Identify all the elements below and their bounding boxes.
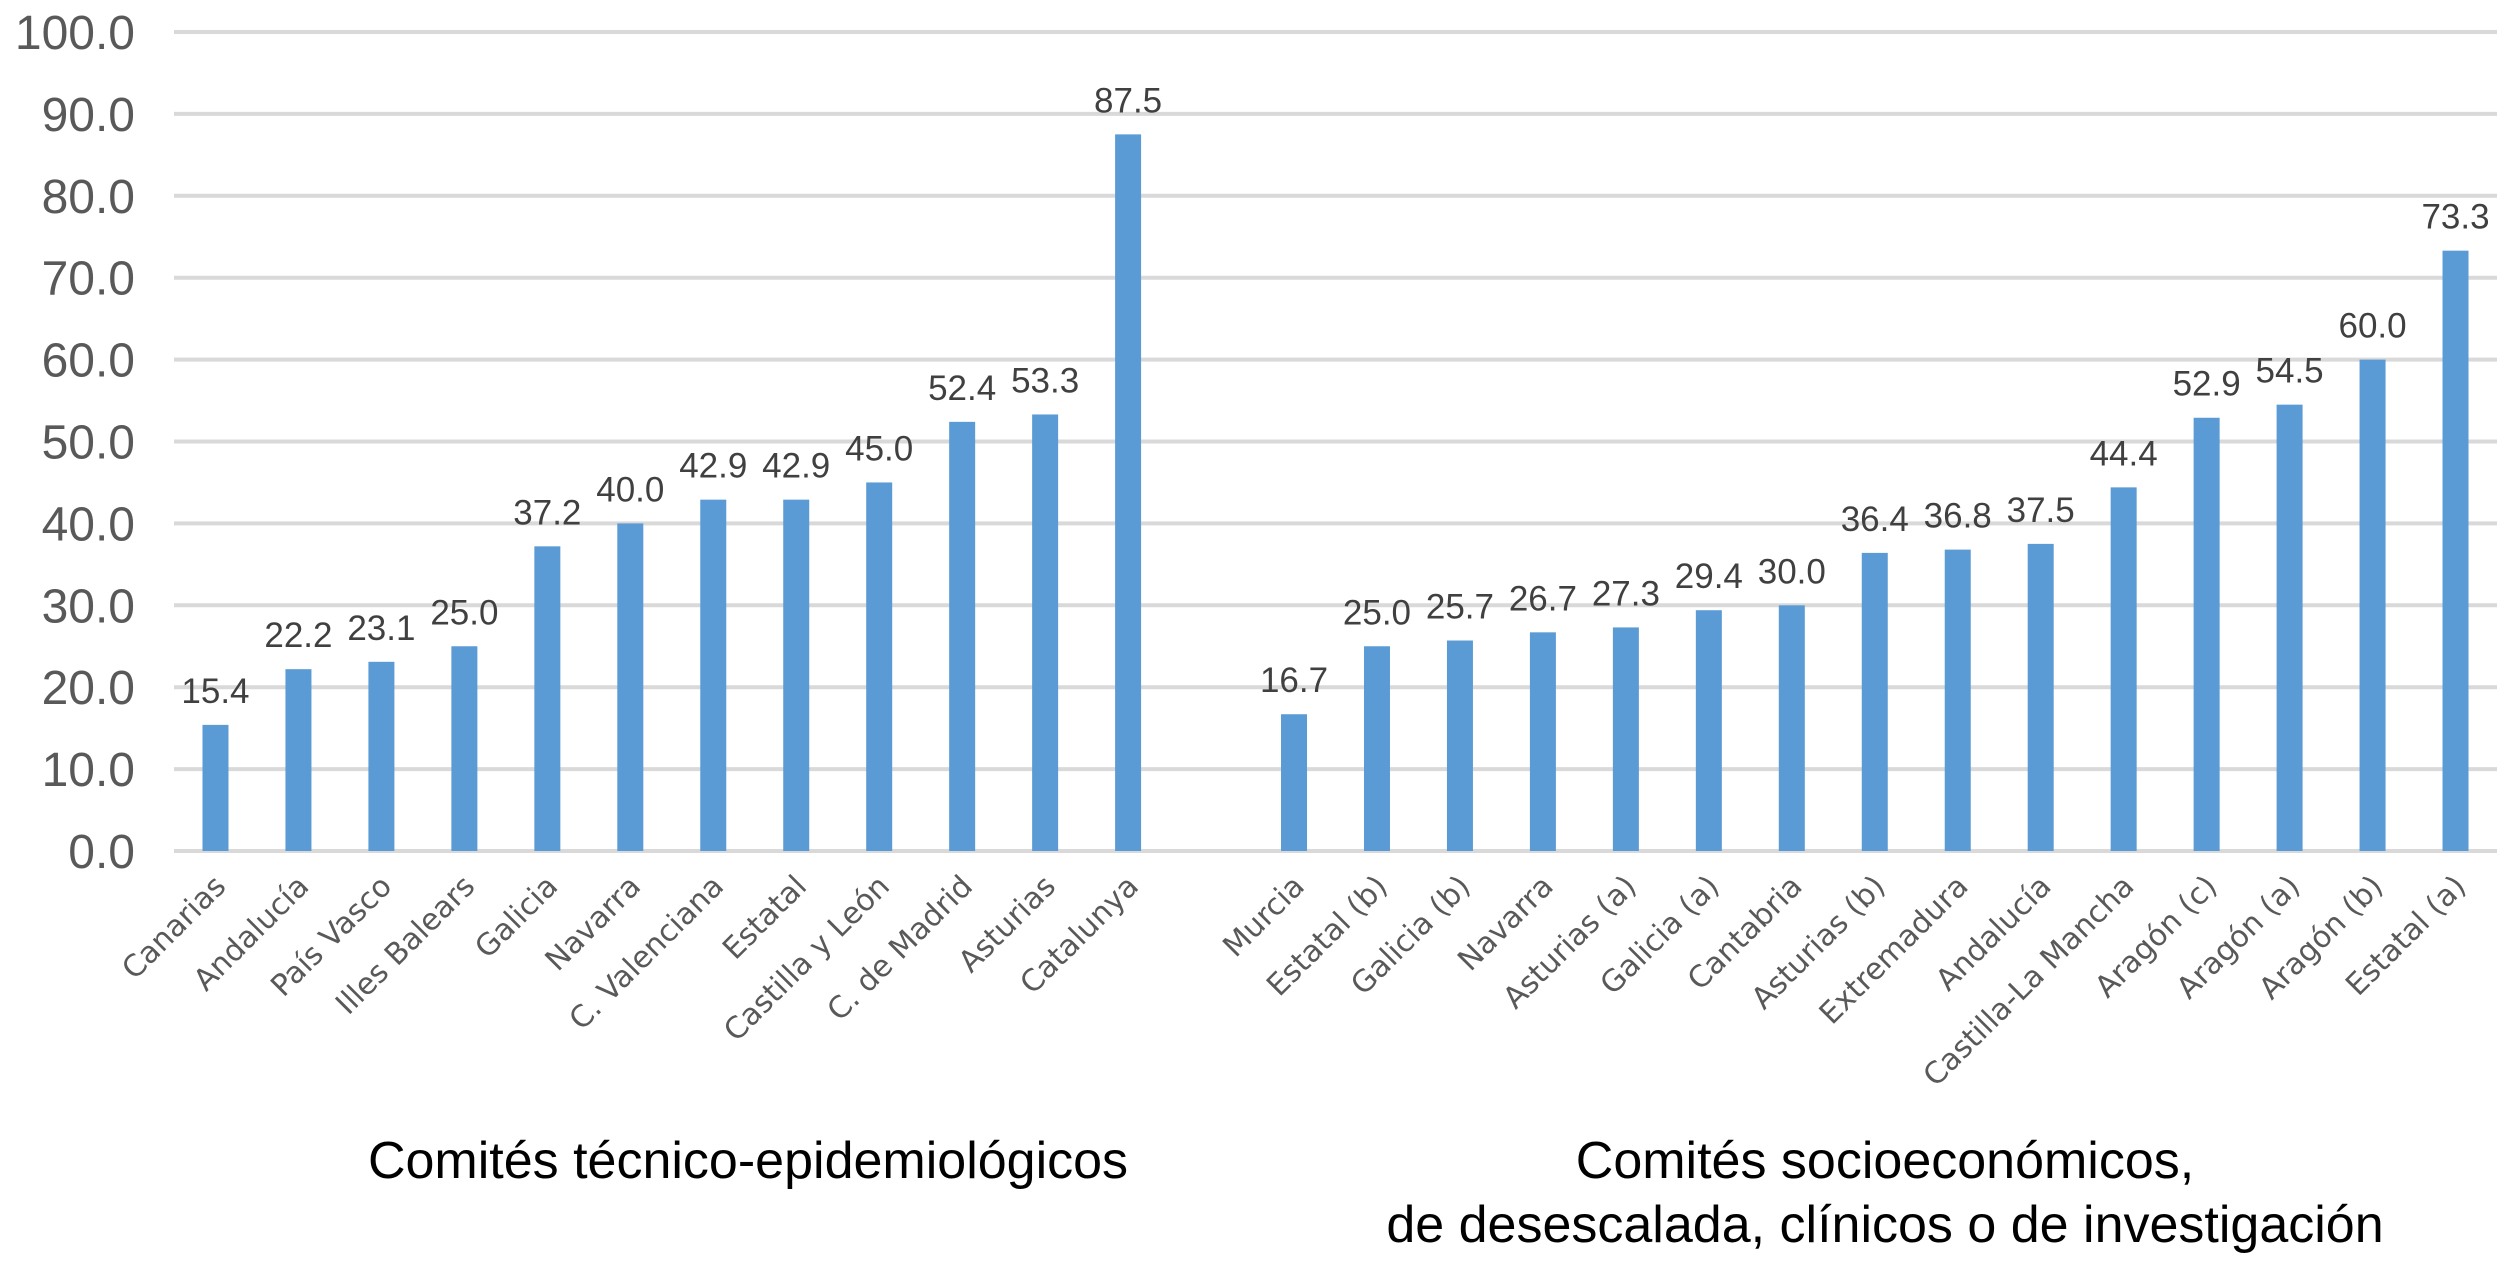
y-tick-label: 60.0 xyxy=(42,335,135,388)
data-label: 54.5 xyxy=(2256,352,2324,391)
data-label: 36.8 xyxy=(1924,497,1992,536)
bar xyxy=(1363,646,1390,851)
gridlines xyxy=(174,30,2497,853)
data-label: 30.0 xyxy=(1758,552,1826,591)
bar xyxy=(1529,632,1556,851)
data-label: 42.9 xyxy=(679,447,747,486)
bar xyxy=(783,499,810,851)
group-titles: Comités técnico-epidemiológicos Comités … xyxy=(368,1132,2384,1254)
data-label: 87.5 xyxy=(1094,81,1162,120)
data-label: 53.3 xyxy=(1011,361,1079,400)
y-tick-label: 70.0 xyxy=(42,253,135,306)
bar xyxy=(1032,414,1059,851)
data-label: 26.7 xyxy=(1509,579,1577,618)
bar xyxy=(202,724,229,851)
bar xyxy=(617,523,644,851)
data-label: 42.9 xyxy=(762,447,830,486)
y-tick-label: 20.0 xyxy=(42,662,135,715)
data-label: 52.9 xyxy=(2173,365,2241,404)
bar xyxy=(866,482,893,851)
y-tick-label: 90.0 xyxy=(42,89,135,142)
group-title-socioeconomic-line-1: Comités socioeconómicos, xyxy=(1576,1132,2194,1190)
bars xyxy=(202,134,2469,852)
data-label: 25.7 xyxy=(1426,588,1494,627)
bar xyxy=(2193,417,2220,851)
y-tick-label: 100.0 xyxy=(15,7,135,60)
data-label: 37.5 xyxy=(2007,491,2075,530)
bar xyxy=(1695,610,1722,851)
bar xyxy=(1281,714,1308,851)
data-label: 23.1 xyxy=(347,609,415,648)
group-title-socioeconomic-line-2: de desescalada, clínicos o de investigac… xyxy=(1386,1196,2383,1254)
data-labels: 15.4 22.2 23.1 25.0 37.2 40.0 42.9 42.9 45.0 52.4… xyxy=(181,81,2489,710)
data-label: 16.7 xyxy=(1260,661,1328,700)
bar xyxy=(1612,627,1639,851)
data-label: 36.4 xyxy=(1841,500,1909,539)
y-tick-label: 0.0 xyxy=(68,826,135,879)
group-title-technical: Comités técnico-epidemiológicos xyxy=(368,1132,1128,1190)
bar xyxy=(1944,549,1971,851)
data-label: 52.4 xyxy=(928,369,996,408)
y-tick-label: 30.0 xyxy=(42,580,135,633)
bar xyxy=(1861,552,1888,851)
bar xyxy=(700,499,727,851)
data-label: 25.0 xyxy=(1343,593,1411,632)
bar xyxy=(2359,359,2386,851)
bar xyxy=(949,421,976,851)
data-label: 40.0 xyxy=(596,470,664,509)
bar xyxy=(285,669,312,851)
y-tick-label: 80.0 xyxy=(42,171,135,224)
bar xyxy=(2276,404,2303,851)
data-label: 22.2 xyxy=(264,616,332,655)
data-label: 27.3 xyxy=(1592,574,1660,613)
bar xyxy=(2442,250,2469,852)
bar xyxy=(1115,134,1142,851)
bar xyxy=(368,661,395,851)
data-label: 44.4 xyxy=(2090,434,2158,473)
x-category-label: C. de Madrid xyxy=(821,869,980,1028)
y-axis-tick-labels: 0.0 10.0 20.0 30.0 40.0 50.0 60.0 70.0 80.0 90.0 1… xyxy=(15,7,135,879)
data-label: 60.0 xyxy=(2338,307,2406,346)
data-label: 73.3 xyxy=(2421,198,2489,237)
data-label: 25.0 xyxy=(430,593,498,632)
y-tick-label: 40.0 xyxy=(42,498,135,551)
bar xyxy=(2110,487,2137,851)
bar xyxy=(451,646,478,851)
y-tick-label: 10.0 xyxy=(42,744,135,797)
y-tick-label: 50.0 xyxy=(42,417,135,470)
bar xyxy=(1446,640,1473,851)
bar xyxy=(2027,543,2054,851)
bar xyxy=(1778,605,1805,851)
data-label: 15.4 xyxy=(181,672,249,711)
data-label: 37.2 xyxy=(513,493,581,532)
data-label: 45.0 xyxy=(845,429,913,468)
bar xyxy=(534,546,561,851)
data-label: 29.4 xyxy=(1675,557,1743,596)
